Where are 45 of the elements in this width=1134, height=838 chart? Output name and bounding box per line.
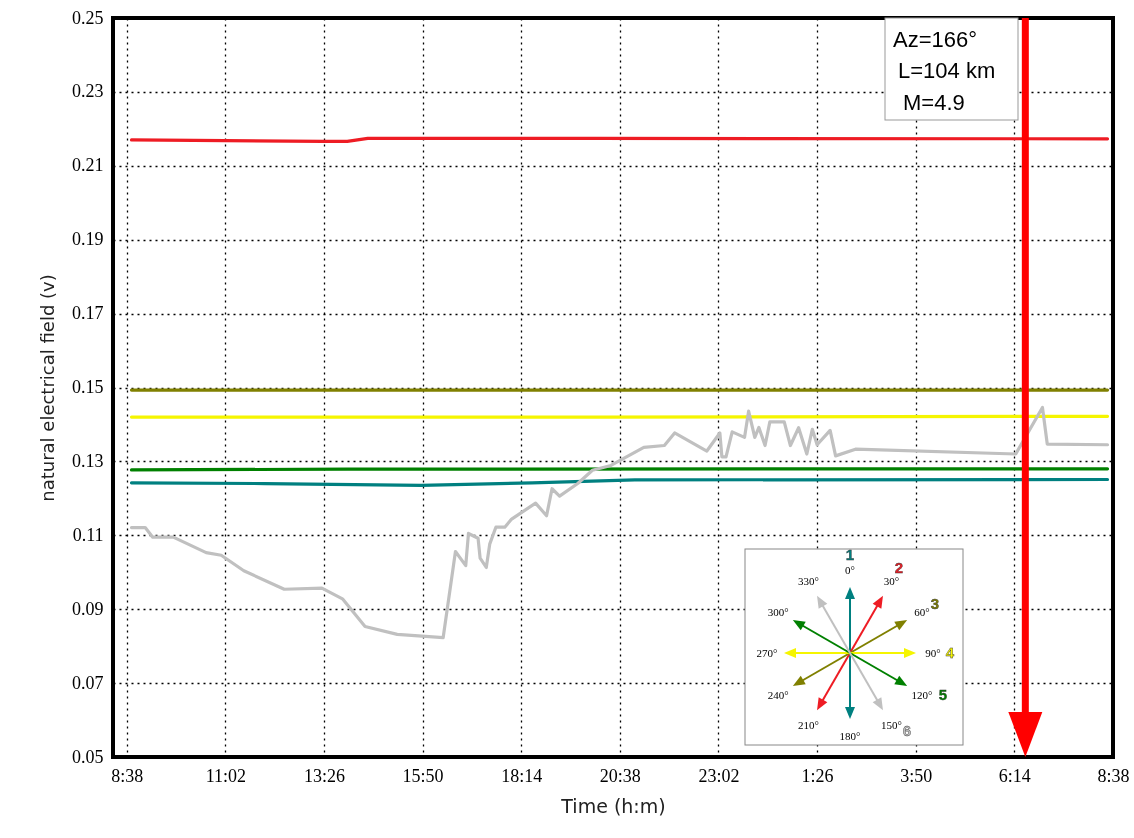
y-tick-label: 0.07 [72, 672, 104, 693]
y-axis-title: natural electrical field (v) [37, 274, 58, 502]
annotation: 180° [839, 730, 861, 742]
y-tick-label: 0.13 [72, 450, 104, 471]
x-tick-label: 20:38 [599, 765, 641, 786]
annotation: 150° [881, 718, 902, 731]
annotation: 90° [925, 647, 941, 659]
text: 5 [938, 686, 948, 703]
annotation: 300° [767, 605, 789, 618]
x-tick-label: 6:14 [998, 765, 1031, 786]
x-tick-label: 18:14 [501, 765, 543, 786]
annotation: 30° [883, 575, 900, 588]
x-tick-label: 3:50 [900, 765, 933, 786]
annotation: 210° [798, 718, 819, 731]
y-tick-label: 0.23 [72, 81, 104, 102]
annotation: L=104 km [898, 58, 996, 83]
y-tick-label: 0.19 [72, 229, 104, 250]
annotation: 0° [845, 564, 855, 576]
x-tick-label: 1:26 [801, 765, 834, 786]
annotation: 270° [756, 647, 778, 659]
text: 1 [845, 546, 855, 563]
y-tick-label: 0.11 [72, 524, 104, 545]
y-tick-label: 0.17 [72, 303, 104, 324]
x-tick-label: 8:38 [1097, 765, 1130, 786]
x-tick-label: 11:02 [205, 765, 246, 786]
legend-label: 4 [945, 644, 955, 661]
y-tick-label: 0.25 [72, 7, 104, 28]
x-tick-label: 13:26 [303, 765, 345, 786]
annotation: 330° [798, 575, 819, 588]
x-tick-label: 15:50 [402, 765, 444, 786]
text: 2 [894, 559, 904, 577]
y-tick-label: 0.09 [72, 598, 104, 619]
x-axis-title: Time (h:m) [560, 794, 666, 817]
y-tick-label: 0.21 [72, 155, 104, 176]
annotation: 60° [914, 605, 930, 618]
text: 3 [930, 595, 940, 612]
annotation: 120° [911, 688, 933, 701]
annotation: Az=166° [893, 27, 978, 52]
x-tick-label: 8:38 [111, 765, 144, 786]
annotation: 240° [767, 688, 789, 701]
y-tick-label: 0.05 [72, 746, 104, 767]
text: 6 [902, 721, 912, 739]
annotation: M=4.9 [903, 90, 965, 115]
y-tick-label: 0.15 [72, 377, 104, 397]
x-tick-label: 23:02 [698, 765, 740, 786]
